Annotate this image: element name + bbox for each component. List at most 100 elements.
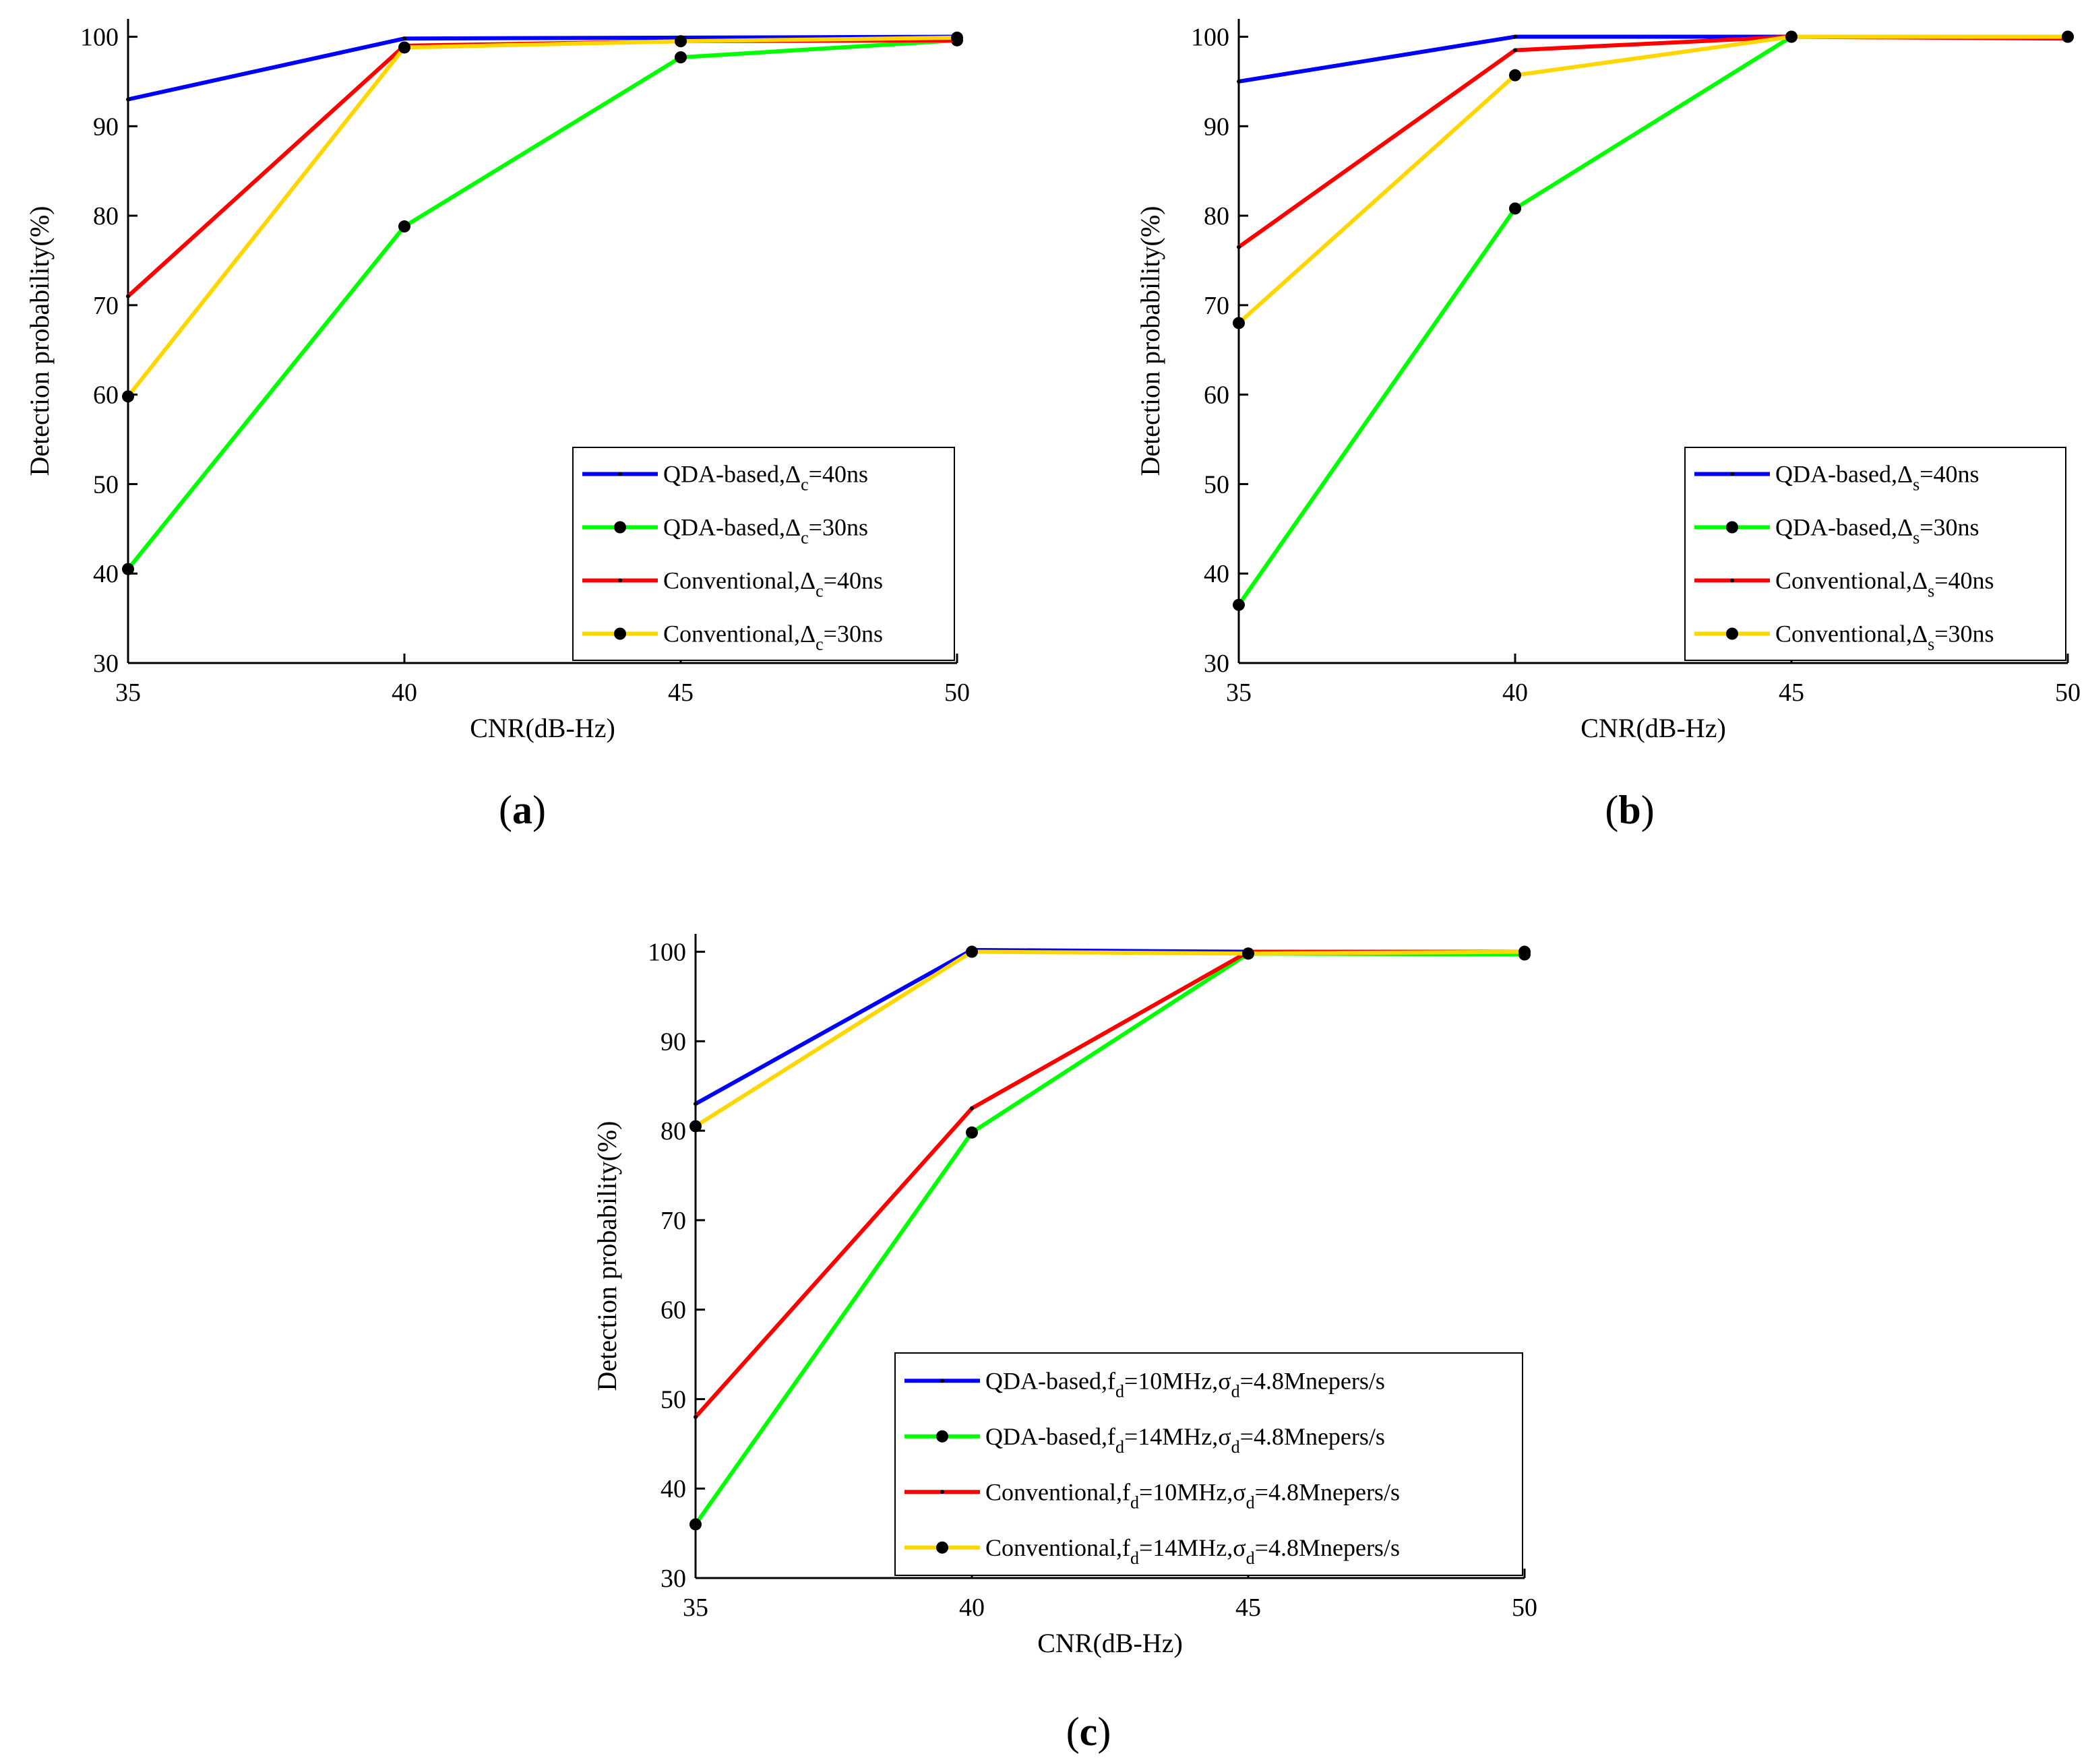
legend-text: QDA-based,Δ <box>1775 461 1913 488</box>
legend: QDA-based,fd=10MHz,σd=4.8Mnepers/sQDA-ba… <box>894 1352 1523 1576</box>
legend-subscript: s <box>1913 528 1920 548</box>
legend-text: =4.8Mnepers/s <box>1255 1534 1400 1561</box>
data-point <box>1513 48 1517 53</box>
legend-text: =4.8Mnepers/s <box>1255 1478 1400 1505</box>
y-tick-label: 90 <box>661 1028 686 1056</box>
data-point <box>1513 34 1517 39</box>
legend-text: =30ns <box>809 514 868 541</box>
legend-entry-1: QDA-based,Δs=40ns <box>1775 461 1979 495</box>
panel-label-close: ) <box>532 788 546 832</box>
legend-marker <box>614 521 626 534</box>
y-tick-label: 100 <box>1191 24 1229 52</box>
panel-label-close: ) <box>1641 788 1655 832</box>
series-line-4 <box>1237 34 2068 325</box>
legend-subscript: d <box>1246 1492 1255 1512</box>
data-point <box>951 31 963 44</box>
y-tick-label: 50 <box>93 470 119 499</box>
data-point <box>689 1518 702 1531</box>
legend-subscript: s <box>1913 475 1920 495</box>
legend-text: Conventional,Δ <box>663 621 816 648</box>
x-tick-label: 45 <box>1235 1594 1261 1622</box>
data-point <box>1518 945 1531 958</box>
panel-label-close: ) <box>1097 1709 1111 1754</box>
legend-text: =4.8Mnepers/s <box>1240 1367 1385 1394</box>
legend-text: =30ns <box>1920 514 1979 541</box>
x-axis-label: CNR(dB-Hz) <box>1037 1628 1183 1658</box>
y-tick-label: 30 <box>661 1565 686 1593</box>
y-tick-label: 80 <box>1204 202 1229 230</box>
data-point <box>1785 30 1798 43</box>
y-tick-label: 70 <box>661 1207 686 1235</box>
panel-label-open: ( <box>1605 788 1618 832</box>
data-point <box>398 41 410 54</box>
x-tick-label: 50 <box>2055 679 2081 707</box>
data-point <box>1242 947 1254 960</box>
data-point <box>122 390 134 403</box>
legend-text: Conventional,Δ <box>663 567 816 594</box>
x-tick-label: 35 <box>683 1594 708 1622</box>
legend-subscript: d <box>1130 1548 1139 1568</box>
legend-text: =14MHz,σ <box>1124 1423 1231 1450</box>
legend-subscript: c <box>816 581 824 601</box>
legend-text: =10MHz,σ <box>1139 1478 1246 1505</box>
legend-entry-2: QDA-based,Δc=30ns <box>663 514 868 548</box>
legend-text: =40ns <box>824 567 883 594</box>
legend-marker <box>1726 627 1738 640</box>
y-axis-label: Detection probability(%) <box>592 1121 622 1391</box>
legend-marker <box>618 472 622 476</box>
y-tick-label: 80 <box>93 202 119 230</box>
y-tick-label: 70 <box>1204 292 1229 320</box>
y-tick-label: 80 <box>661 1117 686 1145</box>
series-line-4 <box>694 949 1525 1129</box>
x-tick-label: 40 <box>392 679 417 707</box>
legend-text: =30ns <box>824 621 883 648</box>
legend-text: =14MHz,σ <box>1139 1534 1246 1561</box>
data-point <box>694 1415 698 1419</box>
x-tick-label: 35 <box>115 679 141 707</box>
legend-text: =40ns <box>1920 461 1979 488</box>
y-tick-label: 50 <box>1204 470 1229 499</box>
data-point <box>1237 245 1241 249</box>
legend-subscript: s <box>1928 581 1934 601</box>
legend-subscript: c <box>816 635 824 654</box>
data-point <box>402 36 406 41</box>
x-tick-label: 35 <box>1226 679 1252 707</box>
data-point <box>126 294 130 298</box>
legend-text: =30ns <box>1934 621 1994 648</box>
legend-marker <box>1730 472 1734 476</box>
legend: QDA-based,Δs=40nsQDA-based,Δs=30nsConven… <box>1684 447 2066 661</box>
x-tick-label: 45 <box>1779 679 1804 707</box>
legend-marker <box>940 1379 944 1383</box>
y-tick-label: 40 <box>1204 560 1229 588</box>
legend-text: Conventional,Δ <box>1775 621 1928 648</box>
y-tick-label: 70 <box>93 292 119 320</box>
legend-marker <box>936 1430 948 1443</box>
x-tick-label: 50 <box>944 679 970 707</box>
legend-text: QDA-based,Δ <box>663 514 801 541</box>
legend-subscript: d <box>1115 1437 1124 1457</box>
x-axis-label: CNR(dB-Hz) <box>470 713 615 743</box>
x-tick-label: 45 <box>668 679 694 707</box>
legend-subscript: d <box>1130 1492 1139 1512</box>
panel-label-letter: b <box>1618 788 1640 832</box>
legend-text: Conventional,Δ <box>1775 567 1928 594</box>
legend-text: Conventional,f <box>985 1478 1130 1505</box>
x-axis-label: CNR(dB-Hz) <box>1580 713 1726 743</box>
data-point <box>122 563 134 575</box>
y-tick-label: 40 <box>93 560 119 588</box>
legend-entry-4: Conventional,Δc=30ns <box>663 621 883 654</box>
legend-entry-2: QDA-based,Δs=30ns <box>1775 514 1979 548</box>
legend-text: QDA-based,f <box>985 1423 1115 1450</box>
data-point <box>1237 79 1241 84</box>
y-tick-label: 90 <box>93 113 119 141</box>
legend-subscript: c <box>801 528 809 548</box>
y-tick-label: 100 <box>648 939 686 967</box>
chart-panel-a: 30 40 50 60 70 80 90 100 35 40 45 50 CNR(dB-Hz) Detec… <box>24 19 970 743</box>
legend-marker <box>940 1490 944 1494</box>
y-tick-label: 90 <box>1204 113 1229 141</box>
legend-text: =40ns <box>809 461 868 488</box>
data-point <box>1509 202 1521 215</box>
data-point <box>675 51 687 64</box>
legend-entry-3: Conventional,Δs=40ns <box>1775 567 1994 601</box>
data-point <box>970 1106 974 1110</box>
